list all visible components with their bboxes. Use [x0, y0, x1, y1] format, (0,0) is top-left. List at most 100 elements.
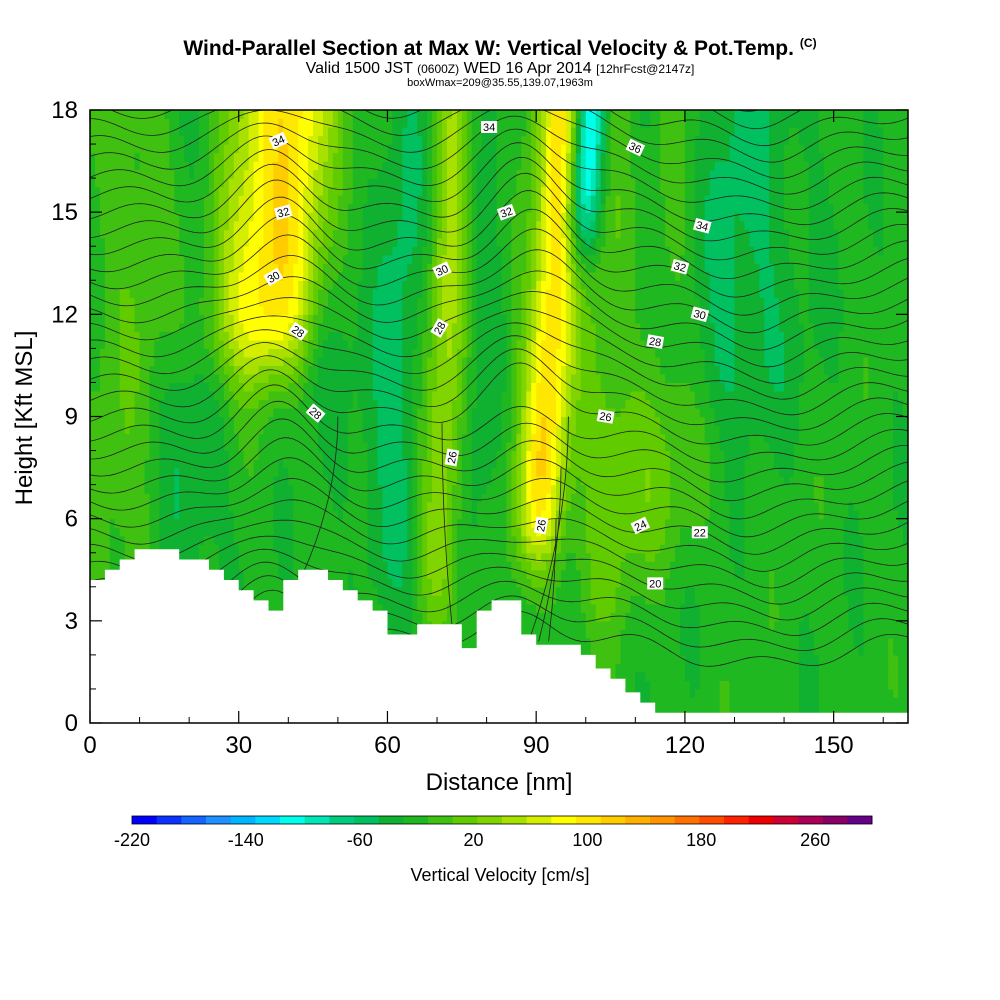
- heatmap-cell: [417, 595, 423, 605]
- heatmap-cell: [308, 254, 314, 264]
- heatmap-cell: [263, 544, 270, 554]
- heatmap-cell: [372, 425, 379, 435]
- heatmap-cell: [218, 348, 225, 358]
- heatmap-cell: [357, 535, 364, 545]
- heatmap-cell: [392, 629, 398, 639]
- heatmap-cell: [298, 399, 304, 409]
- heatmap-cell: [199, 288, 205, 298]
- heatmap-cell: [313, 450, 319, 460]
- heatmap-cell: [382, 152, 389, 162]
- heatmap-cell: [233, 416, 240, 426]
- heatmap-cell: [387, 493, 394, 503]
- heatmap-cell: [199, 493, 205, 503]
- heatmap-cell: [209, 288, 215, 298]
- heatmap-cell: [218, 297, 225, 307]
- heatmap-cell: [337, 186, 344, 196]
- heatmap-cell: [149, 408, 156, 418]
- heatmap-cell: [283, 110, 289, 120]
- heatmap-cell: [382, 425, 389, 435]
- heatmap-cell: [313, 484, 319, 494]
- heatmap-cell: [318, 331, 324, 341]
- heatmap-cell: [134, 229, 141, 239]
- heatmap-cell: [273, 535, 279, 545]
- heatmap-cell: [273, 144, 279, 154]
- heatmap-cell: [278, 297, 284, 307]
- heatmap-cell: [189, 382, 195, 392]
- heatmap-cell: [129, 186, 136, 196]
- heatmap-cell: [318, 127, 324, 137]
- heatmap-cell: [278, 339, 284, 349]
- heatmap-cell: [357, 382, 364, 392]
- heatmap-cell: [174, 391, 180, 401]
- heatmap-cell: [179, 271, 185, 281]
- heatmap-cell: [218, 314, 225, 324]
- heatmap-cell: [233, 373, 240, 383]
- heatmap-cell: [412, 603, 418, 613]
- heatmap-cell: [407, 178, 413, 188]
- heatmap-cell: [323, 322, 329, 332]
- heatmap-cell: [332, 178, 339, 188]
- heatmap-cell: [134, 271, 141, 281]
- heatmap-cell: [119, 493, 126, 503]
- heatmap-cell: [367, 127, 374, 137]
- heatmap-cell: [263, 229, 270, 239]
- heatmap-cell: [308, 195, 314, 205]
- heatmap-cell: [328, 544, 334, 554]
- heatmap-cell: [432, 561, 438, 571]
- heatmap-cell: [288, 484, 294, 494]
- heatmap-cell: [109, 561, 116, 571]
- heatmap-cell: [328, 297, 334, 307]
- heatmap-cell: [392, 135, 398, 145]
- heatmap-cell: [124, 246, 131, 256]
- heatmap-cell: [342, 203, 349, 213]
- heatmap-cell: [293, 339, 299, 349]
- heatmap-cell: [303, 178, 309, 188]
- heatmap-cell: [417, 382, 423, 392]
- heatmap-cell: [243, 254, 250, 264]
- heatmap-cell: [293, 416, 299, 426]
- heatmap-cell: [357, 280, 364, 290]
- heatmap-cell: [90, 544, 96, 554]
- heatmap-cell: [159, 365, 165, 375]
- heatmap-cell: [90, 322, 96, 332]
- heatmap-cell: [427, 246, 433, 256]
- heatmap-cell: [90, 416, 96, 426]
- heatmap-cell: [189, 144, 195, 154]
- heatmap-cell: [184, 271, 190, 281]
- heatmap-cell: [342, 246, 349, 256]
- heatmap-cell: [104, 476, 111, 486]
- heatmap-cell: [342, 391, 349, 401]
- heatmap-cell: [204, 373, 210, 383]
- heatmap-cell: [402, 203, 408, 213]
- heatmap-cell: [298, 220, 304, 230]
- heatmap-cell: [387, 476, 394, 486]
- heatmap-cell: [184, 493, 190, 503]
- heatmap-cell: [184, 229, 190, 239]
- heatmap-cell: [248, 569, 255, 579]
- heatmap-cell: [337, 493, 344, 503]
- heatmap-cell: [263, 212, 270, 222]
- heatmap-cell: [129, 331, 136, 341]
- heatmap-cell: [104, 416, 111, 426]
- heatmap-cell: [124, 118, 131, 128]
- heatmap-cell: [129, 169, 136, 179]
- heatmap-cell: [387, 510, 394, 520]
- heatmap-cell: [422, 288, 428, 298]
- heatmap-cell: [332, 331, 339, 341]
- heatmap-cell: [218, 161, 225, 171]
- heatmap-cell: [313, 152, 319, 162]
- heatmap-cell: [427, 442, 433, 452]
- heatmap-cell: [288, 493, 294, 503]
- heatmap-cell: [258, 459, 265, 469]
- heatmap-cell: [204, 271, 210, 281]
- heatmap-cell: [318, 135, 324, 145]
- heatmap-cell: [179, 433, 185, 443]
- heatmap-cell: [129, 135, 136, 145]
- heatmap-cell: [308, 229, 314, 239]
- heatmap-cell: [228, 203, 235, 213]
- heatmap-cell: [204, 280, 210, 290]
- heatmap-cell: [268, 510, 275, 520]
- heatmap-cell: [228, 442, 235, 452]
- heatmap-cell: [114, 518, 121, 528]
- heatmap-cell: [293, 382, 299, 392]
